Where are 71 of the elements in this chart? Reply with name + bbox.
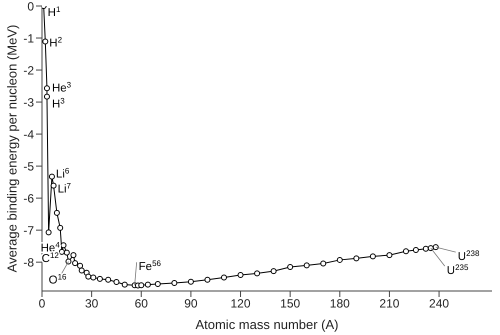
point — [70, 252, 76, 258]
point — [320, 260, 326, 266]
point — [412, 247, 419, 254]
point — [422, 246, 429, 252]
point — [46, 229, 52, 236]
point — [138, 282, 144, 288]
point — [188, 278, 194, 285]
point — [54, 210, 60, 216]
point — [57, 224, 64, 231]
y-tick-label: -7 — [23, 223, 34, 238]
point — [65, 258, 72, 265]
x-tick-label: 120 — [230, 296, 251, 311]
point — [90, 274, 96, 281]
point — [42, 38, 48, 45]
point — [238, 272, 244, 278]
annotation: U$^{235}$ — [446, 262, 469, 278]
point — [50, 182, 57, 189]
point — [60, 242, 67, 248]
point — [220, 274, 227, 281]
x-tick-label: 240 — [429, 296, 450, 311]
point — [336, 256, 343, 263]
x-tick-label: 30 — [84, 296, 99, 311]
point — [154, 280, 161, 287]
point — [304, 262, 310, 268]
point — [77, 262, 84, 269]
point — [402, 248, 409, 254]
point — [113, 279, 120, 286]
point — [78, 268, 85, 274]
point — [72, 260, 78, 266]
x-tick-label: 210 — [379, 296, 400, 311]
point — [105, 276, 112, 283]
y-tick-label: -3 — [23, 95, 34, 110]
point — [270, 268, 277, 274]
annotation: H$^{2}$ — [49, 35, 63, 50]
annotation: O$^{16}$ — [48, 272, 68, 287]
point — [370, 253, 376, 260]
point — [85, 274, 92, 280]
annotation: H$^{3}$ — [52, 96, 66, 111]
y-tick-label: -8 — [23, 255, 34, 270]
y-tick-label: -6 — [23, 191, 34, 206]
point — [353, 255, 360, 262]
y-tick-label: 0 — [27, 0, 34, 14]
annotation: Li$^{7}$ — [58, 181, 72, 196]
y-tick-label: -4 — [23, 127, 34, 142]
y-tick-label: -1 — [23, 31, 34, 46]
annotation: U$^{238}$ — [458, 248, 480, 264]
point — [204, 276, 210, 283]
x-tick-label: 60 — [134, 296, 148, 311]
point — [44, 94, 50, 100]
annotation: Li$^{6}$ — [56, 166, 70, 181]
point — [171, 280, 178, 286]
point — [96, 276, 103, 282]
x-axis-title: Atomic mass number (A) — [195, 317, 339, 332]
annotation: He$^{3}$ — [52, 80, 72, 94]
y-axis-title: Average binding energy per nucleon (MeV) — [4, 24, 20, 272]
x-tick-label: 150 — [280, 296, 300, 311]
annotation: Fe$^{56}$ — [138, 258, 162, 274]
x-tick-label: 0 — [38, 296, 46, 311]
x-tick-label: 90 — [184, 296, 198, 311]
x-tick-label: 180 — [330, 296, 350, 311]
point — [44, 85, 50, 92]
point — [254, 270, 260, 276]
point — [287, 264, 294, 270]
point — [386, 252, 392, 258]
point — [144, 282, 151, 288]
y-tick-label: -5 — [23, 159, 34, 174]
point — [48, 174, 55, 180]
point — [122, 282, 128, 288]
point — [64, 250, 70, 256]
y-tick-label: -2 — [23, 63, 34, 78]
annotation: H$^{1}$ — [48, 4, 61, 19]
